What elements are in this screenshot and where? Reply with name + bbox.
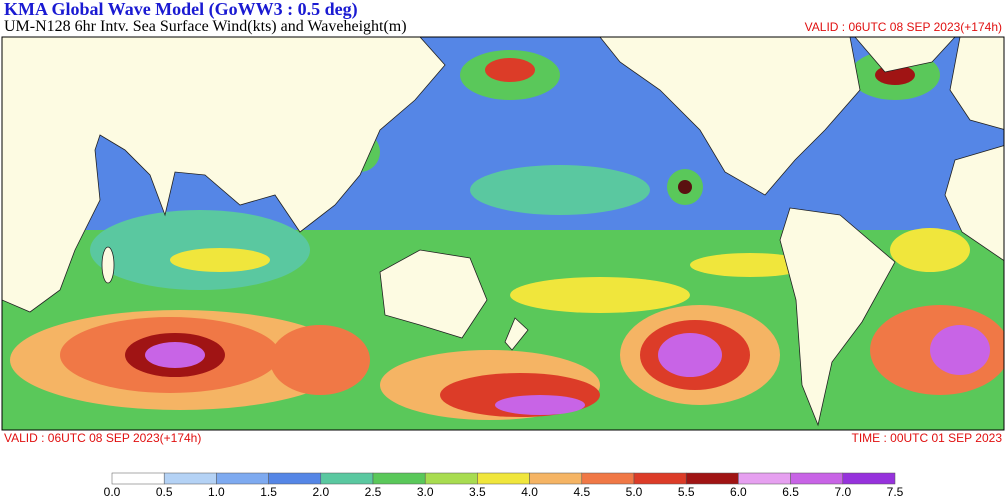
land: [504, 317, 529, 351]
legend-swatch: [790, 472, 844, 485]
legend-swatch: [163, 472, 217, 485]
legend-label: 5.5: [678, 485, 695, 496]
legend-label: 4.5: [573, 485, 590, 496]
legend-label: 2.0: [312, 485, 329, 496]
wave-field: [270, 325, 370, 395]
legend-swatch: [685, 472, 739, 485]
legend-swatch: [633, 472, 687, 485]
wave-field: [930, 325, 990, 375]
map-subtitle: UM-N128 6hr Intv. Sea Surface Wind(kts) …: [4, 18, 407, 35]
legend-label: 3.0: [417, 485, 434, 496]
land: [944, 145, 1004, 262]
legend-label: 1.5: [260, 485, 277, 496]
wave-field: [510, 277, 690, 313]
map-body: [2, 37, 1004, 430]
legend-swatch: [268, 472, 322, 485]
legend-swatch: [529, 472, 583, 485]
legend-label: 6.0: [730, 485, 747, 496]
legend-label: 4.0: [521, 485, 538, 496]
map: [1, 36, 1005, 431]
cyclone: [678, 180, 692, 194]
legend-swatch: [477, 472, 530, 485]
land: [101, 246, 115, 284]
land: [599, 37, 861, 196]
color-legend: 0.0 0.5 1.0 1.5 2.0 2.5 3.0 3.5 4.0 4.5 5.0 5.5 6.0 6…: [104, 472, 904, 496]
map-title: KMA Global Wave Model (GoWW3 : 0.5 deg): [4, 0, 358, 20]
wave-field: [890, 228, 970, 272]
wave-field: [658, 333, 722, 377]
legend-swatch: [842, 472, 896, 485]
legend-swatch: [216, 472, 269, 485]
land: [854, 37, 956, 73]
legend-label: 6.5: [782, 485, 799, 496]
valid-time-top: VALID : 06UTC 08 SEP 2023(+174h): [805, 20, 1002, 34]
legend-label: 5.0: [626, 485, 643, 496]
land: [949, 37, 1004, 130]
wave-field: [145, 342, 205, 368]
legend-swatch: [372, 472, 426, 485]
land: [379, 249, 488, 339]
legend-swatch: [111, 472, 165, 485]
analysis-time: TIME : 00UTC 01 SEP 2023: [851, 431, 1002, 445]
legend-label: 1.0: [208, 485, 225, 496]
valid-time-bottom: VALID : 06UTC 08 SEP 2023(+174h): [4, 431, 201, 445]
legend-swatch: [738, 472, 791, 485]
legend-label: 0.0: [104, 485, 121, 496]
wave-field: [170, 248, 270, 272]
land: [2, 37, 446, 313]
legend-label: 0.5: [156, 485, 173, 496]
wave-field: [690, 253, 810, 277]
legend-swatch: [424, 472, 478, 485]
legend-label: 7.5: [887, 485, 904, 496]
wave-field: [495, 395, 585, 415]
legend-label: 3.5: [469, 485, 486, 496]
legend-swatch: [320, 472, 374, 485]
legend-label: 7.0: [834, 485, 851, 496]
map-frame: [1, 36, 1005, 431]
legend-swatch: [581, 472, 635, 485]
land: [779, 207, 896, 427]
legend-label: 2.5: [365, 485, 382, 496]
wave-field: [470, 165, 650, 215]
wave-field: [485, 58, 535, 82]
